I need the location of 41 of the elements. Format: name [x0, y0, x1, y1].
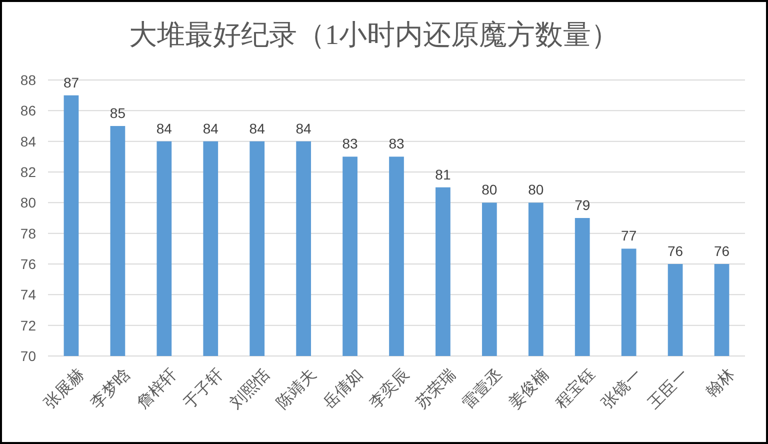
y-tick-label: 70: [20, 348, 36, 364]
y-tick-label: 84: [20, 133, 36, 150]
data-label: 76: [668, 243, 684, 259]
x-tick-label: 陈靖夫: [273, 365, 320, 412]
x-tick-label: 刘熙恬: [226, 365, 274, 412]
data-label: 84: [156, 120, 172, 136]
x-tick-label: 姜俊楠: [505, 365, 552, 412]
x-tick-label: 岳倩如: [320, 365, 366, 412]
x-tick-label: 苏荣瑞: [412, 365, 460, 412]
data-label: 81: [435, 166, 451, 182]
x-tick-label: 詹梓轩: [134, 365, 180, 412]
data-label: 87: [63, 74, 80, 90]
x-tick-label: 于子轩: [180, 366, 227, 412]
data-label: 83: [342, 136, 358, 152]
data-label: 80: [482, 182, 498, 198]
x-tick-label: 李梦晗: [87, 365, 134, 412]
data-label: 76: [714, 243, 730, 259]
x-tick-label: 王臣一: [646, 366, 692, 412]
x-tick-label: 程宝钰: [552, 365, 599, 412]
x-tick-label: 张镜一: [598, 365, 646, 412]
chart-title: 大堆最好纪录（1小时内还原魔方数量）: [129, 20, 619, 51]
y-tick-label: 88: [20, 72, 36, 88]
data-label: 85: [110, 105, 126, 121]
data-label: 80: [528, 182, 544, 198]
data-label: 77: [621, 228, 637, 244]
y-tick-label: 78: [20, 225, 36, 242]
y-tick-label: 72: [20, 317, 36, 334]
y-tick-label: 76: [20, 256, 36, 272]
x-tick-label: 翰林: [702, 365, 738, 401]
x-tick-label: 李奕辰: [366, 365, 413, 412]
data-label: 79: [574, 197, 590, 213]
y-tick-label: 80: [20, 194, 36, 211]
x-tick-label: 雷壹丞: [458, 365, 506, 412]
data-label: 83: [388, 136, 404, 152]
data-label: 84: [249, 120, 266, 136]
y-tick-label: 74: [20, 286, 36, 303]
y-tick-label: 86: [20, 102, 36, 119]
data-label: 84: [202, 120, 219, 136]
x-tick-label: 张展赫: [40, 365, 88, 412]
data-label: 84: [296, 120, 312, 136]
y-tick-label: 82: [20, 164, 36, 180]
